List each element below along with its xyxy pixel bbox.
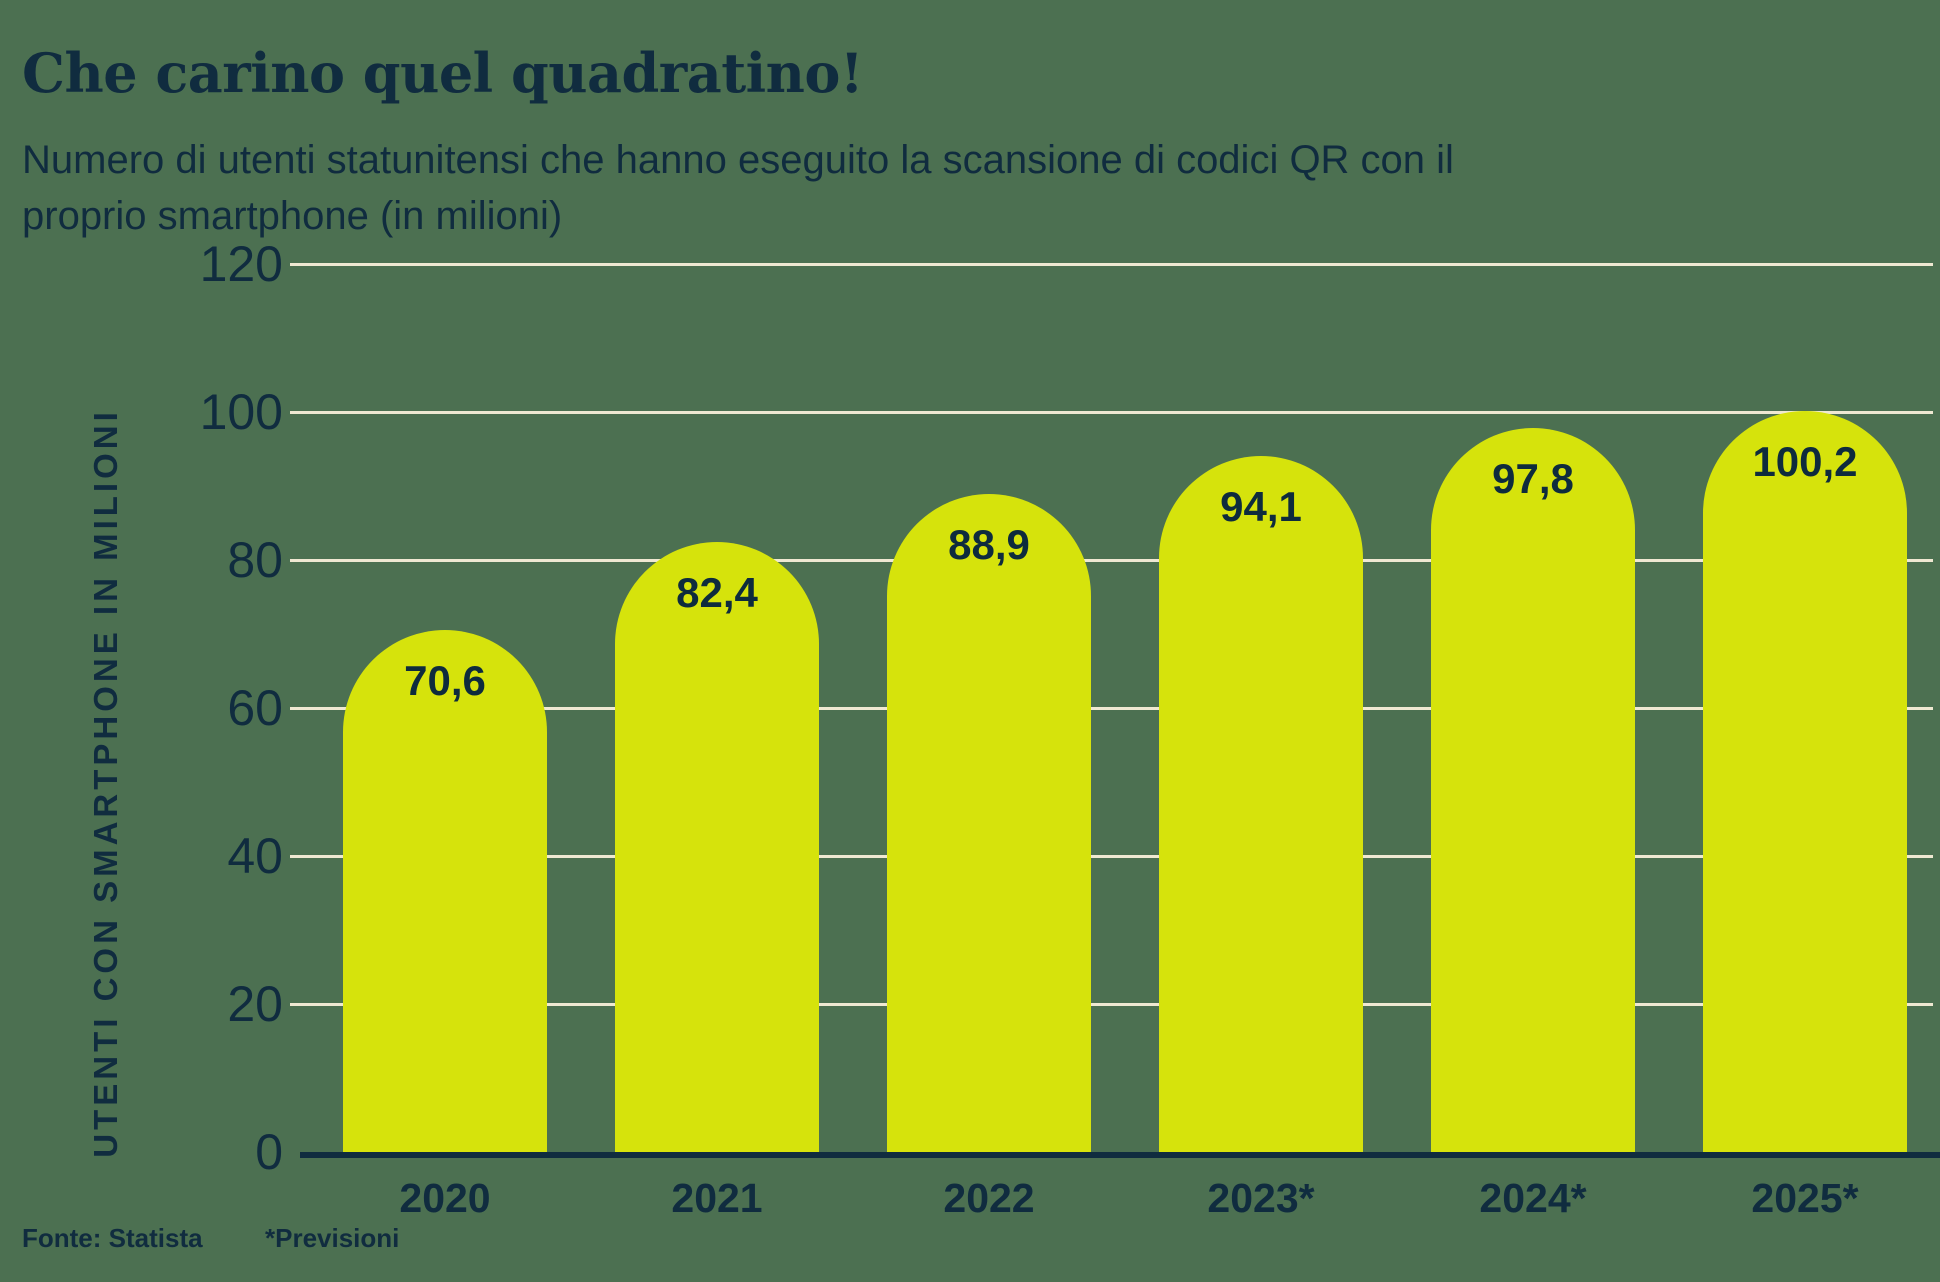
- bar: 100,2: [1703, 411, 1907, 1152]
- chart-subtitle: Numero di utenti statunitensi che hanno …: [22, 138, 1454, 238]
- y-axis-tick-label: 100: [199, 384, 283, 440]
- x-axis-label: 2023*: [1207, 1175, 1315, 1221]
- bar-value-label: 70,6: [404, 657, 486, 704]
- gridline: [290, 1003, 1933, 1006]
- x-axis-label: 2022: [943, 1175, 1035, 1221]
- y-axis-tick-label: 60: [227, 680, 283, 736]
- bar: 82,4: [615, 542, 819, 1152]
- x-axis-label: 2024*: [1479, 1175, 1587, 1221]
- forecast-note: *Previsioni: [265, 1223, 400, 1253]
- y-axis-tick-label: 0: [255, 1124, 283, 1180]
- bar: 97,8: [1431, 428, 1635, 1152]
- bar-value-label: 94,1: [1220, 483, 1302, 530]
- source-note: Fonte: Statista: [22, 1223, 203, 1253]
- bar-value-label: 100,2: [1752, 438, 1858, 485]
- bar-value-label: 88,9: [948, 521, 1030, 568]
- gridline: [290, 707, 1933, 710]
- bar-value-label: 97,8: [1492, 455, 1574, 502]
- x-axis-label: 2025*: [1751, 1175, 1859, 1221]
- x-axis-label: 2020: [399, 1175, 491, 1221]
- bar-value-label: 82,4: [676, 569, 758, 616]
- bar: 88,9: [887, 494, 1091, 1152]
- y-axis-tick-label: 40: [227, 828, 283, 884]
- x-axis-label: 2021: [671, 1175, 763, 1221]
- y-axis-tick-label: 120: [199, 236, 283, 292]
- gridline: [290, 411, 1933, 414]
- page-title: Che carino quel quadratino!: [22, 41, 864, 106]
- gridline: [290, 263, 1933, 266]
- y-axis-tick-label: 20: [227, 976, 283, 1032]
- gridline: [290, 559, 1933, 562]
- bar: 70,6: [343, 630, 547, 1152]
- y-axis-tick-label: 80: [227, 532, 283, 588]
- bar: 94,1: [1159, 456, 1363, 1152]
- gridline: [290, 855, 1933, 858]
- x-axis-baseline: [300, 1152, 1940, 1158]
- y-axis-title: UTENTI CON SMARTPHONE IN MILIONI: [87, 408, 124, 1158]
